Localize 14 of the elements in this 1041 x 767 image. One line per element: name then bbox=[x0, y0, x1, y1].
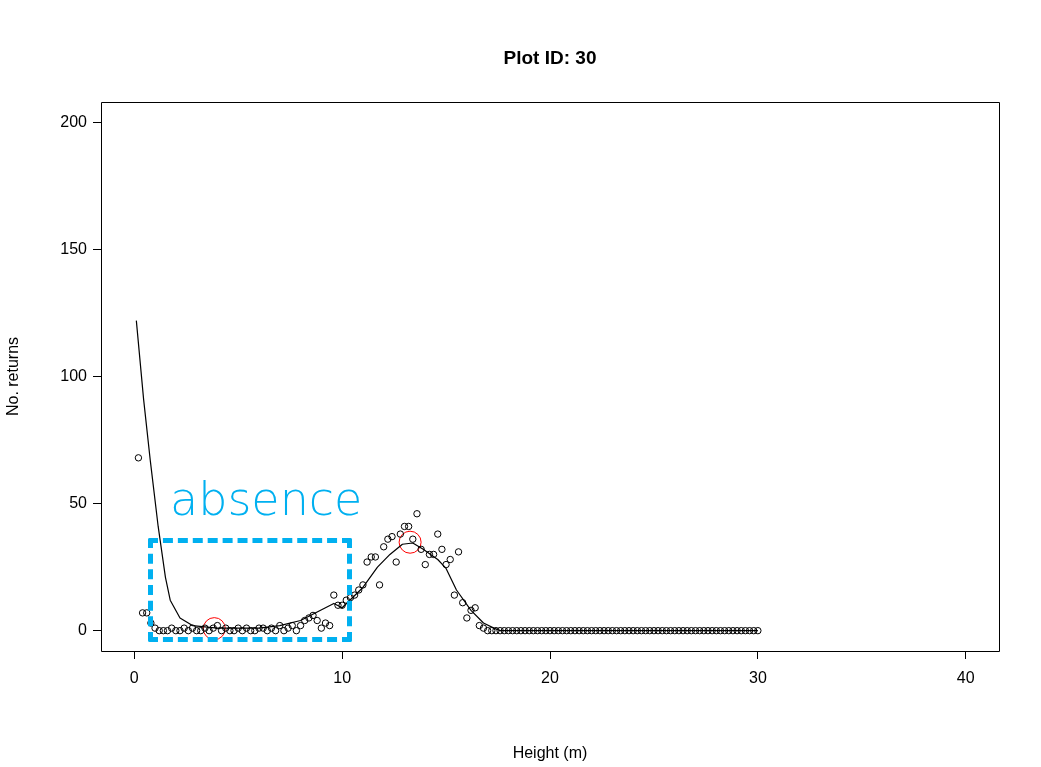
y-tick-label: 0 bbox=[78, 621, 88, 639]
y-tick-label: 200 bbox=[60, 112, 88, 130]
x-tick-label: 20 bbox=[541, 669, 559, 687]
y-axis-title: No. returns bbox=[4, 336, 22, 417]
chart-title: Plot ID: 30 bbox=[503, 47, 597, 68]
x-tick-label: 0 bbox=[129, 669, 139, 687]
x-axis-title: Height (m) bbox=[512, 743, 588, 761]
x-tick-label: 30 bbox=[748, 669, 767, 687]
x-tick-label: 10 bbox=[333, 669, 352, 687]
y-tick-label: 100 bbox=[60, 366, 88, 384]
y-tick-label: 150 bbox=[60, 239, 88, 257]
x-tick-label: 40 bbox=[956, 669, 975, 687]
annotation: absence bbox=[170, 472, 363, 526]
y-tick-label: 50 bbox=[69, 493, 88, 511]
